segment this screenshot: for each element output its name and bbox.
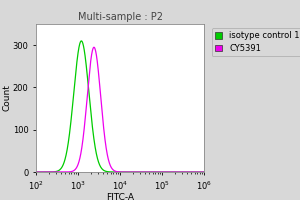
Title: Multi-sample : P2: Multi-sample : P2 (77, 12, 163, 22)
Y-axis label: Count: Count (2, 85, 11, 111)
X-axis label: FITC-A: FITC-A (106, 193, 134, 200)
Legend: isotype control 1, CY5391: isotype control 1, CY5391 (212, 28, 300, 56)
